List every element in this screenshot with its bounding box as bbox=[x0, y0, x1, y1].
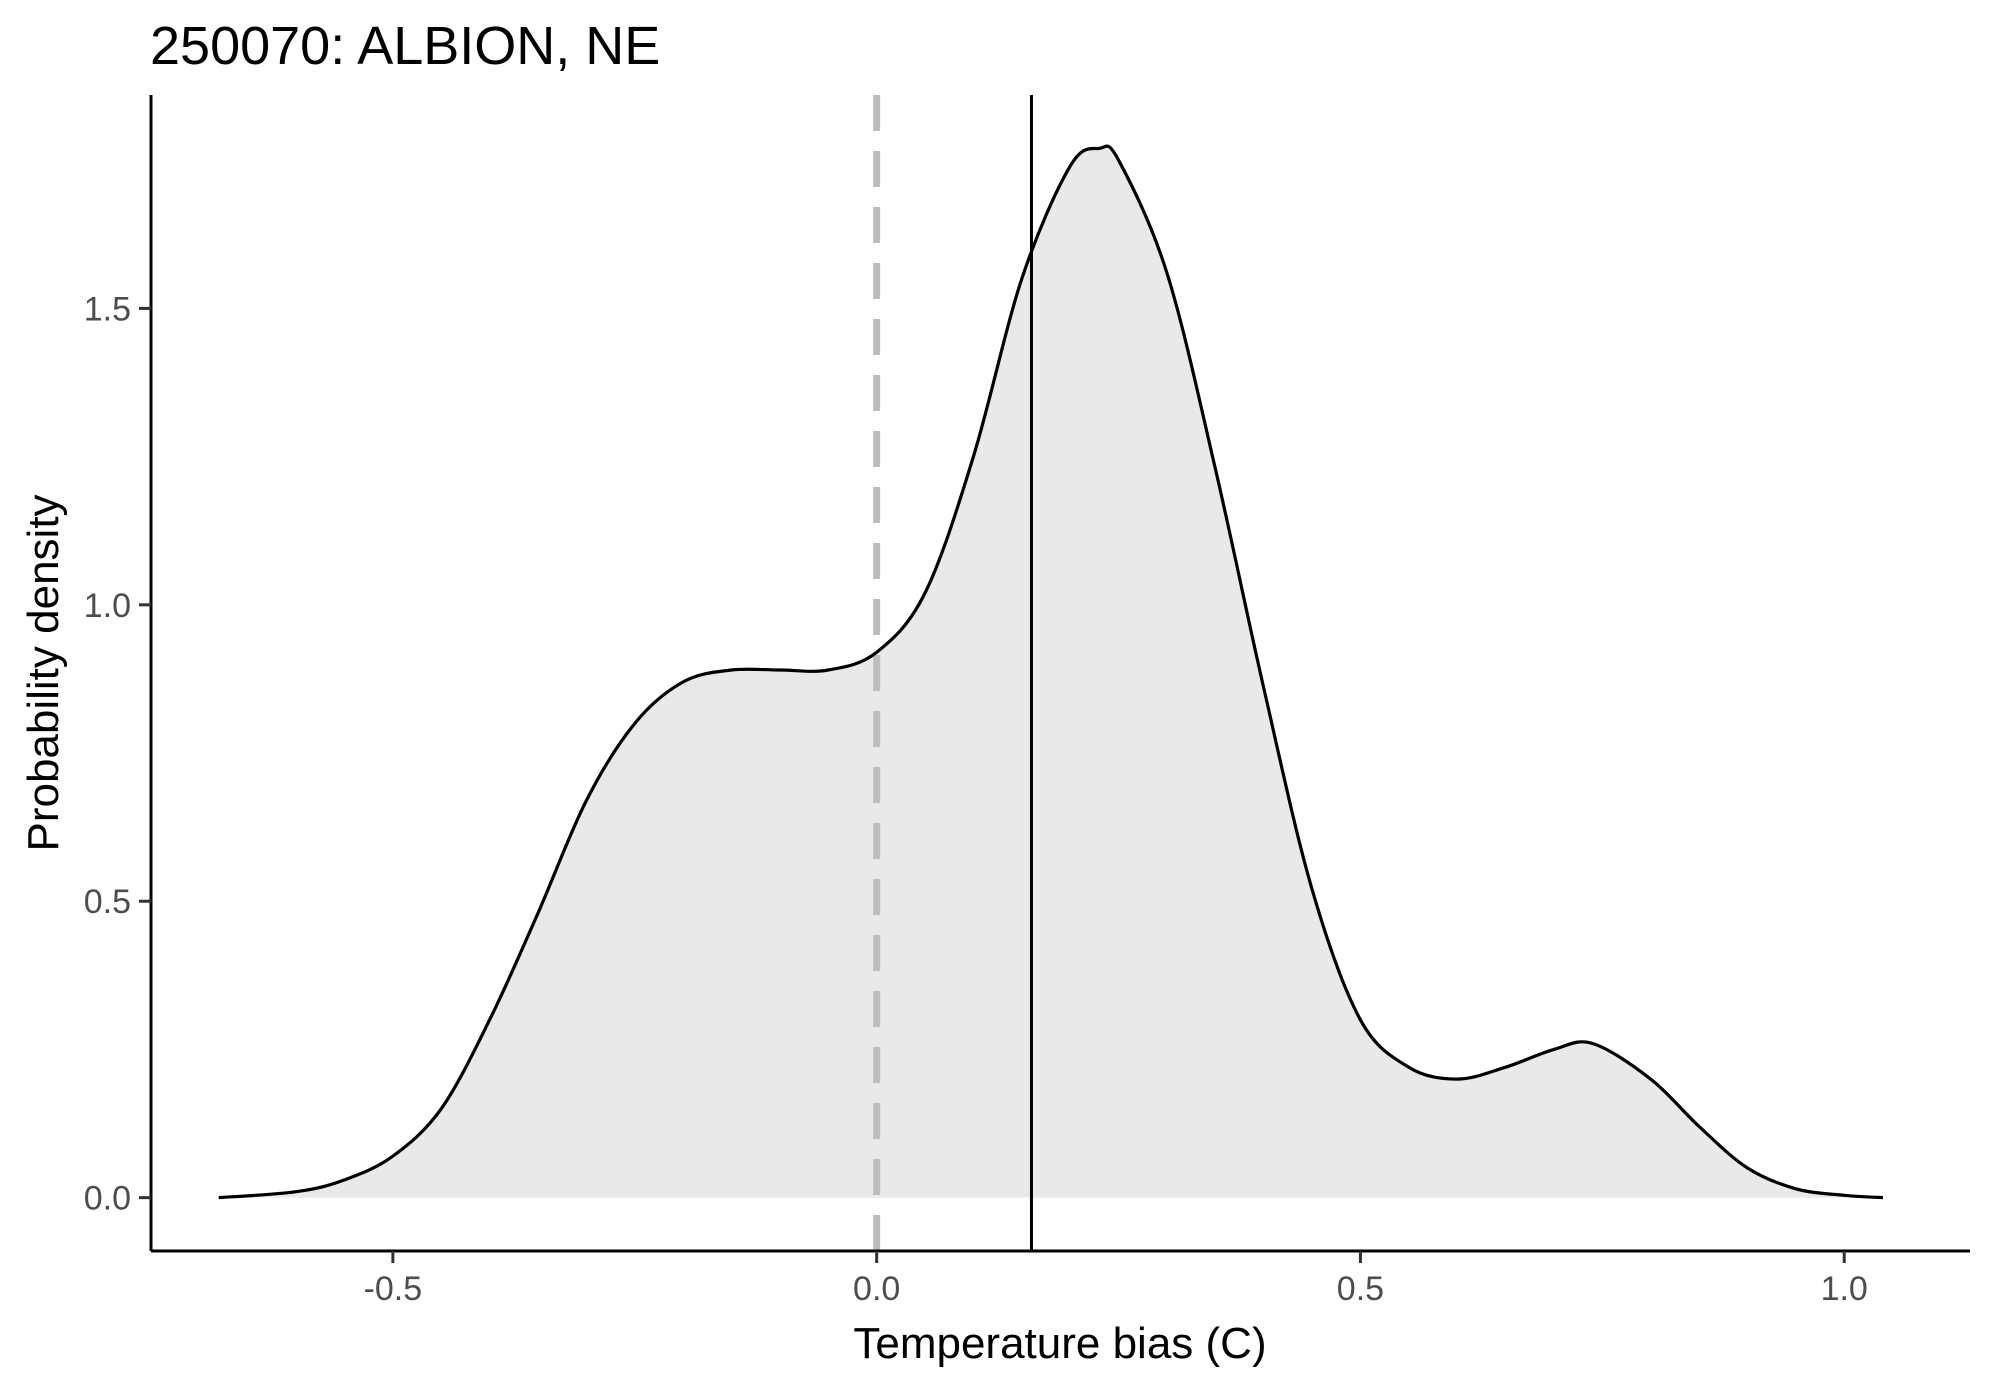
density-curve bbox=[218, 144, 1883, 1200]
x-tick-label: -0.5 bbox=[364, 1270, 423, 1308]
y-tick-label: 1.0 bbox=[84, 587, 131, 625]
x-tick-label: 0.0 bbox=[853, 1270, 900, 1308]
y-tick-label: 0.5 bbox=[84, 883, 131, 921]
ticks: -0.5 0.0 0.5 1.0 0.0 0.5 1.0 1.5 bbox=[84, 290, 1868, 1308]
x-axis-title: Temperature bias (C) bbox=[853, 1319, 1266, 1368]
chart-title: 250070: ALBION, NE bbox=[150, 16, 660, 76]
x-tick-label: 0.5 bbox=[1337, 1270, 1384, 1308]
density-fill bbox=[218, 146, 1883, 1198]
y-tick-label: 1.5 bbox=[84, 290, 131, 328]
axes bbox=[149, 95, 1970, 1253]
x-tick-label: 1.0 bbox=[1821, 1270, 1868, 1308]
y-tick-label: 0.0 bbox=[84, 1180, 131, 1218]
y-axis-title: Probability density bbox=[19, 494, 68, 851]
plot-area bbox=[218, 95, 1883, 1251]
